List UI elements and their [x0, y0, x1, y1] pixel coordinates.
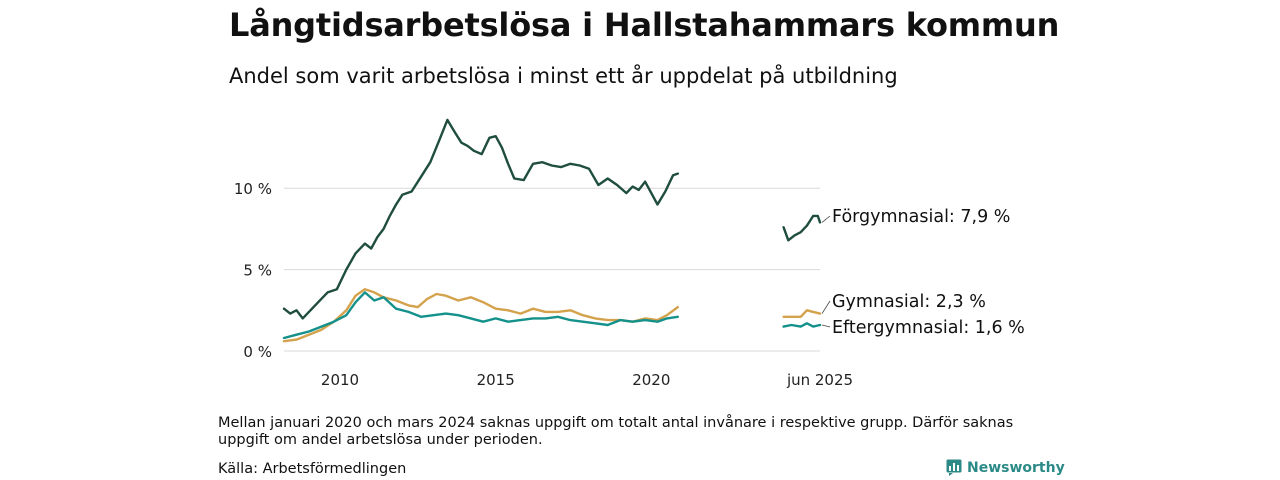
newsworthy-logo: Newsworthy [946, 459, 1065, 476]
chart-title: Långtidsarbetslösa i Hallstahammars komm… [229, 6, 1060, 44]
chart-source: Källa: Arbetsförmedlingen [218, 461, 407, 477]
x-tick-label: 2010 [321, 371, 359, 389]
chart-note: Mellan januari 2020 och mars 2024 saknas… [218, 415, 1014, 448]
x-tick-label: 2015 [477, 371, 515, 389]
series-end-label: Förgymnasial: 7,9 % [832, 207, 1010, 227]
series-line-gymnasial-segment-1 [282, 288, 679, 343]
series-end-label: Eftergymnasial: 1,6 % [832, 318, 1025, 338]
y-tick-label: 0 % [243, 343, 272, 361]
series-line-förgymnasial-segment-2 [782, 214, 822, 242]
line-chart: 0 % 5 % 10 % 2010 2015 2020 jun 2025 Förgymnasi… [234, 118, 1025, 389]
x-tick-label: 2020 [632, 371, 670, 389]
series-line-gymnasial-segment-2 [782, 309, 822, 318]
newsworthy-logo-icon [946, 459, 962, 476]
x-tick-label: jun 2025 [786, 371, 853, 389]
y-tick-label: 10 % [234, 180, 272, 198]
end-label-connector [821, 324, 831, 328]
series-line-eftergymnasial-segment-1 [282, 291, 679, 340]
newsworthy-logo-text: Newsworthy [967, 459, 1065, 476]
end-label-connector [821, 300, 831, 314]
series-line-eftergymnasial-segment-2 [782, 322, 822, 328]
y-tick-label: 5 % [243, 262, 272, 280]
series-line-förgymnasial-segment-1 [282, 118, 679, 320]
series-end-label: Gymnasial: 2,3 % [832, 292, 986, 312]
end-label-connector [821, 215, 831, 223]
chart-subtitle: Andel som varit arbetslösa i minst ett å… [229, 64, 898, 88]
